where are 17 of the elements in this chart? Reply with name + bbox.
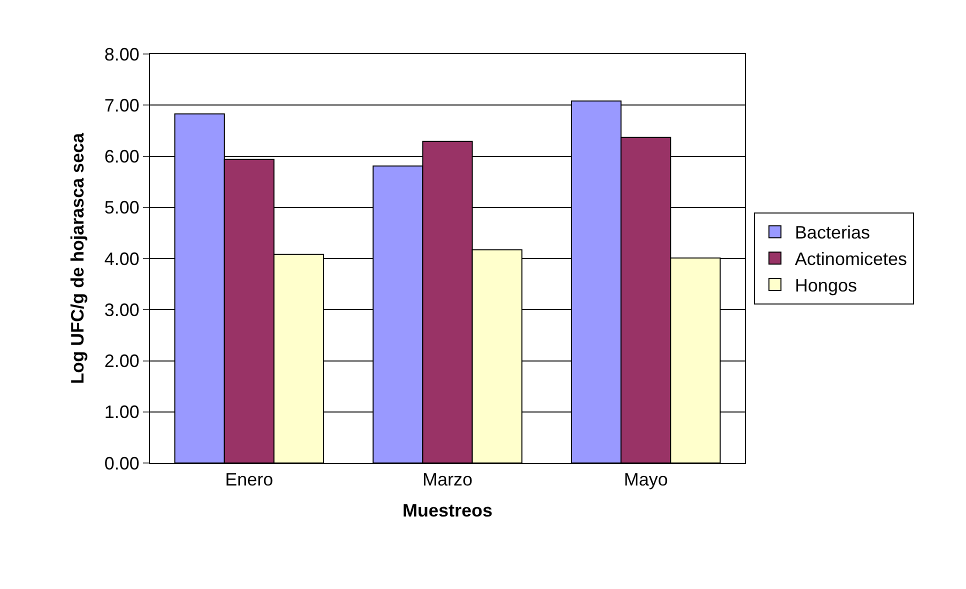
legend-label: Hongos — [794, 276, 857, 296]
y-tick-label: 4.00 — [104, 248, 140, 269]
y-tick-label: 2.00 — [104, 351, 140, 372]
y-tick-label: 8.00 — [104, 44, 140, 64]
x-tick-label: Enero — [225, 470, 274, 490]
y-tick-label: 6.00 — [104, 146, 140, 167]
x-tick-label: Marzo — [422, 470, 473, 490]
legend-label: Bacterias — [794, 222, 870, 243]
x-axis-title: Muestreos — [402, 500, 493, 521]
y-tick-label: 7.00 — [104, 95, 140, 116]
y-axis-title: Log UFC/g de hojarasca seca — [68, 132, 88, 384]
y-tick-label: 3.00 — [104, 300, 140, 320]
legend-label: Actinomicetes — [794, 249, 907, 270]
y-tick-label: 1.00 — [104, 402, 140, 422]
y-tick-label: 5.00 — [104, 198, 140, 218]
x-tick-label: Mayo — [624, 470, 668, 490]
y-tick-label: 0.00 — [104, 453, 140, 474]
